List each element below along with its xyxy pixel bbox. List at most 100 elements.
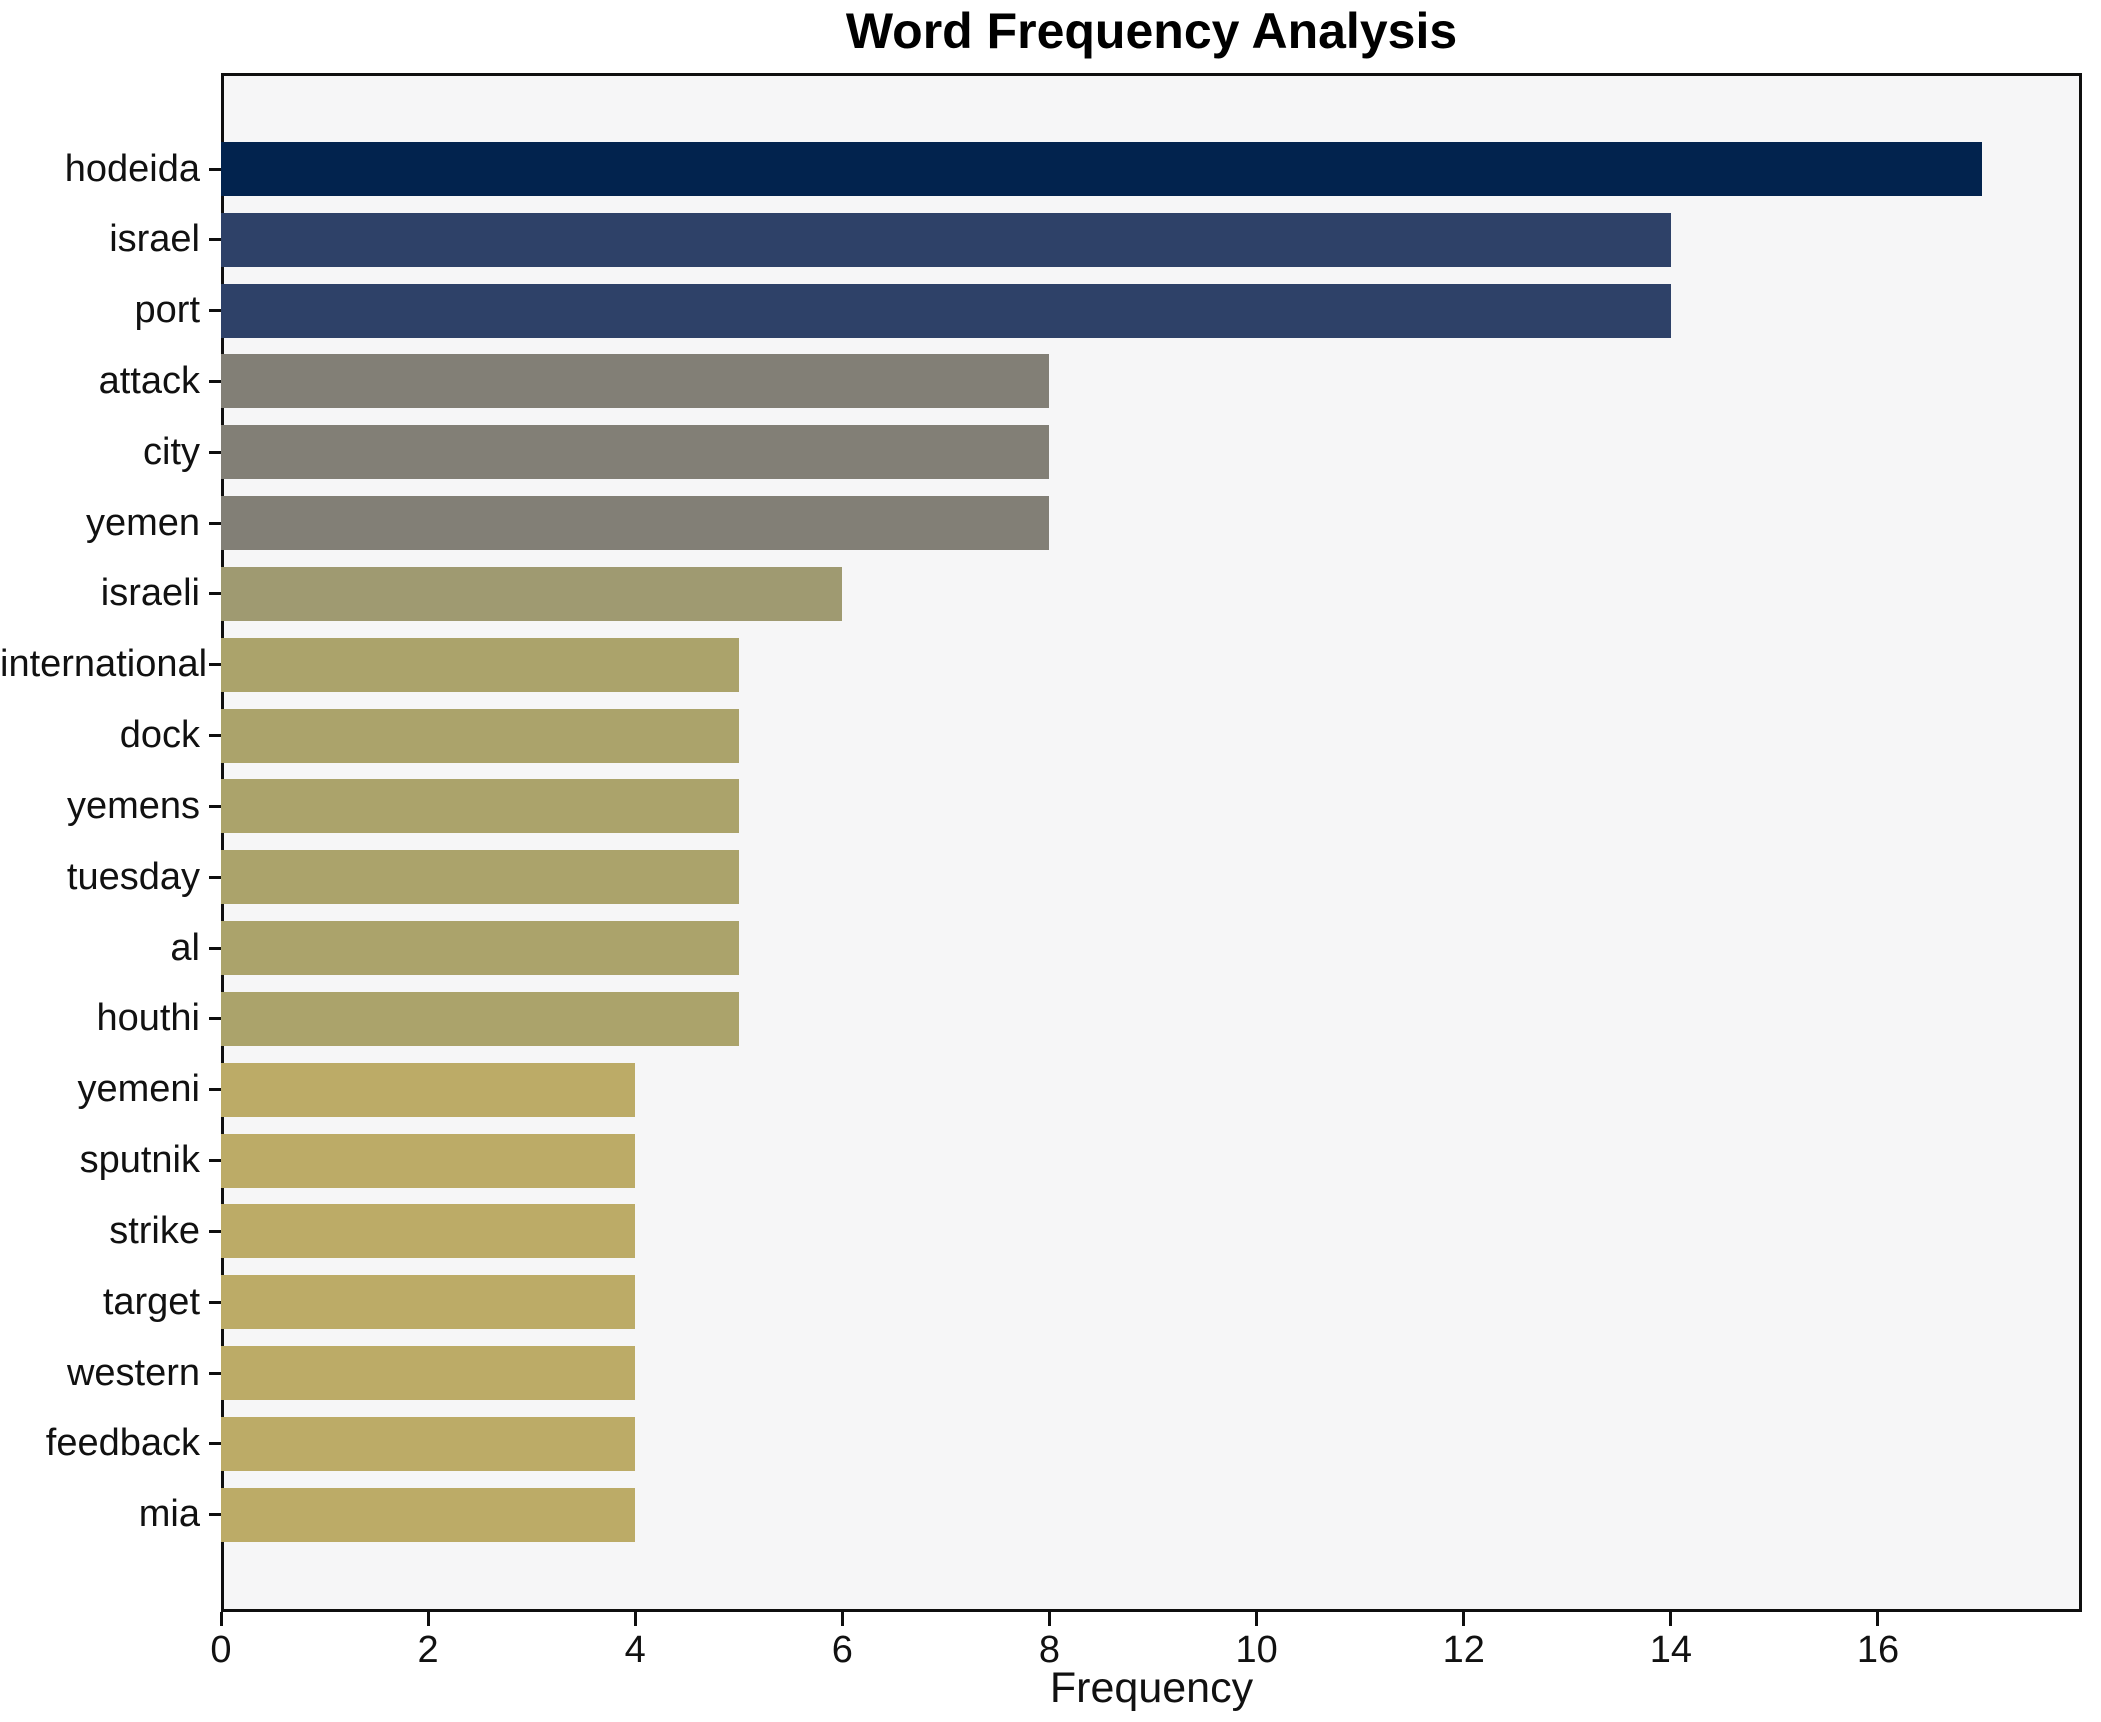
bar-row: houthi <box>0 991 2082 1046</box>
x-axis-label: Frequency <box>1049 1664 1254 1712</box>
y-tick-mark <box>209 946 221 950</box>
bar-row: yemen <box>0 496 2082 551</box>
y-tick-mark <box>209 1442 221 1446</box>
y-tick-label: israeli <box>100 572 200 615</box>
x-tick-label: 2 <box>417 1629 439 1671</box>
y-tick-mark <box>209 521 221 525</box>
bar-row: strike <box>0 1204 2082 1259</box>
y-tick-label: israel <box>109 218 200 261</box>
y-tick-mark <box>209 663 221 667</box>
bar-row: hodeida <box>0 142 2082 196</box>
bar-row: sputnik <box>0 1133 2082 1188</box>
frequency-bar <box>221 1133 636 1188</box>
bar-row: israel <box>0 212 2082 267</box>
x-tick-label: 0 <box>210 1629 232 1671</box>
y-tick-label: yemeni <box>77 1068 201 1111</box>
y-tick-label: strike <box>109 1209 200 1252</box>
bar-row: attack <box>0 354 2082 409</box>
bar-row: israeli <box>0 566 2082 621</box>
frequency-bar <box>221 779 739 834</box>
frequency-bar <box>221 991 739 1046</box>
x-tick-label: 10 <box>1235 1629 1278 1671</box>
frequency-bar <box>221 283 1671 338</box>
frequency-bar <box>221 212 1671 267</box>
y-tick-mark <box>209 1371 221 1375</box>
frequency-bar <box>221 354 1050 409</box>
frequency-bar <box>221 1062 636 1117</box>
frequency-bar <box>221 708 739 763</box>
y-tick-mark <box>209 804 221 808</box>
bar-row: dock <box>0 708 2082 763</box>
x-tick-label: 14 <box>1649 1629 1692 1671</box>
y-tick-label: feedback <box>45 1422 200 1465</box>
bar-row: western <box>0 1346 2082 1401</box>
y-tick-mark <box>209 592 221 596</box>
y-tick-mark <box>209 1513 221 1517</box>
frequency-bar <box>221 1275 636 1330</box>
bar-row: mia <box>0 1487 2082 1542</box>
y-tick-mark <box>209 1300 221 1304</box>
y-tick-label: western <box>66 1351 200 1394</box>
x-tick-mark <box>840 1612 844 1626</box>
x-tick-mark <box>219 1612 223 1626</box>
y-tick-label: tuesday <box>66 855 200 898</box>
y-tick-label: international <box>0 643 208 686</box>
bar-row: target <box>0 1275 2082 1330</box>
y-tick-label: yemens <box>66 784 200 827</box>
y-tick-mark <box>209 1017 221 1021</box>
y-tick-mark <box>209 734 221 738</box>
y-tick-mark <box>209 875 221 879</box>
x-tick-mark <box>1255 1612 1259 1626</box>
x-tick-label: 6 <box>831 1629 853 1671</box>
y-tick-label: port <box>134 289 200 332</box>
bar-row: tuesday <box>0 850 2082 905</box>
y-tick-mark <box>209 1088 221 1092</box>
y-tick-label: houthi <box>96 997 200 1040</box>
y-tick-label: target <box>102 1280 200 1323</box>
y-tick-label: al <box>170 926 200 969</box>
bar-row: feedback <box>0 1416 2082 1471</box>
y-tick-label: sputnik <box>79 1139 200 1182</box>
y-tick-label: city <box>143 430 200 473</box>
chart-title: Word Frequency Analysis <box>845 3 1458 59</box>
y-tick-mark <box>209 1159 221 1163</box>
x-tick-label: 16 <box>1856 1629 1900 1671</box>
x-tick-mark <box>1462 1612 1466 1626</box>
y-tick-mark <box>209 238 221 242</box>
y-tick-label: dock <box>119 714 200 757</box>
frequency-bar <box>221 1487 636 1542</box>
x-tick-mark <box>1047 1612 1051 1626</box>
bar-row: international <box>0 637 2082 692</box>
y-tick-mark <box>209 309 221 313</box>
frequency-bar <box>221 566 843 621</box>
x-tick-mark <box>633 1612 637 1626</box>
x-tick-mark <box>1876 1612 1880 1626</box>
y-tick-label: mia <box>138 1493 200 1536</box>
y-tick-label: hodeida <box>64 147 200 190</box>
x-tick-mark <box>426 1612 430 1626</box>
bar-row: yemens <box>0 779 2082 834</box>
y-tick-mark <box>209 1229 221 1233</box>
x-tick-label: 12 <box>1442 1629 1485 1671</box>
bar-rows: hodeida israel port attack city yemen israeli i… <box>0 142 2082 1542</box>
frequency-bar <box>221 425 1050 480</box>
frequency-bar <box>221 1416 636 1471</box>
frequency-bar <box>221 1204 636 1259</box>
frequency-bar <box>221 921 739 976</box>
frequency-bar <box>221 637 739 692</box>
y-tick-mark <box>209 450 221 454</box>
y-tick-mark <box>209 167 221 171</box>
frequency-bar <box>221 496 1050 551</box>
y-tick-label: yemen <box>85 501 200 544</box>
x-tick-label: 8 <box>1038 1629 1061 1671</box>
frequency-bar <box>221 850 739 905</box>
bar-row: yemeni <box>0 1062 2082 1117</box>
y-tick-label: attack <box>98 359 200 402</box>
frequency-bar <box>221 1346 636 1401</box>
x-tick-mark <box>1669 1612 1673 1626</box>
frequency-bar <box>221 142 1982 196</box>
bar-row: port <box>0 283 2082 338</box>
bar-row: city <box>0 425 2082 480</box>
x-axis-ticks: 0 2 4 6 8 10 12 14 16 <box>210 1612 2082 1682</box>
